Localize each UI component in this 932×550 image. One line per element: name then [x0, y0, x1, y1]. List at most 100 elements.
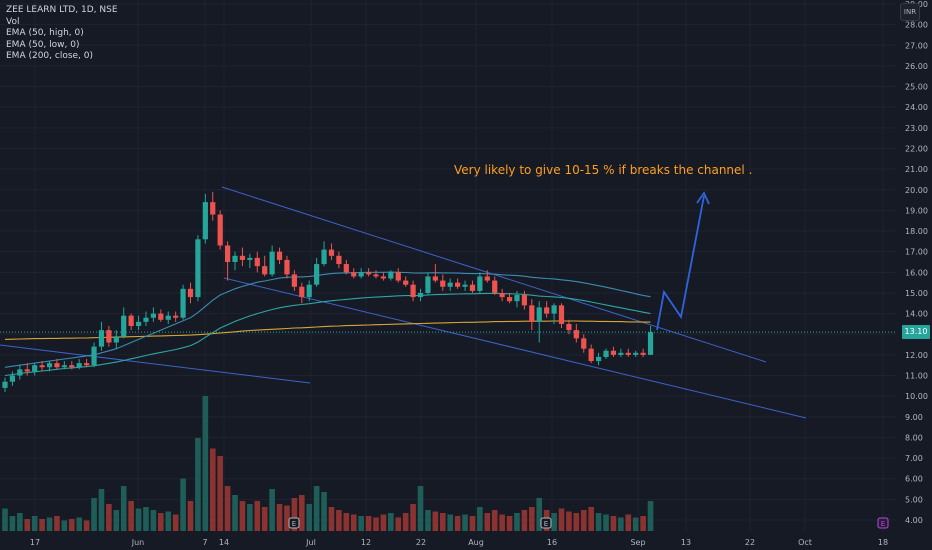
- volume-bar: [395, 517, 402, 531]
- chart-annotation-text[interactable]: Very likely to give 10-15 % if breaks th…: [454, 163, 753, 177]
- candle-body: [321, 249, 327, 265]
- arrow-head-icon: [696, 191, 710, 205]
- candle-body: [573, 330, 579, 339]
- volume-bar: [328, 507, 335, 531]
- volume-bar: [209, 448, 216, 531]
- volume-bar: [647, 501, 654, 531]
- time-axis[interactable]: 17 Jun 7 14 Jul 12 22 Aug 16 Sep 13 22 Oct 18: [30, 538, 888, 547]
- candle-body: [373, 274, 379, 277]
- volume-bar: [462, 514, 468, 531]
- price-tick-label: 21.00: [905, 165, 928, 174]
- legend-ema-high[interactable]: EMA (50, high, 0): [6, 28, 84, 38]
- ema-50-low-line: [4, 292, 651, 377]
- candle-body: [2, 381, 8, 388]
- volume-bar: [632, 517, 639, 531]
- price-tick-label: 14.00: [905, 310, 928, 319]
- legend-ema-low[interactable]: EMA (50, low, 0): [6, 39, 80, 50]
- volume-bar: [202, 396, 209, 531]
- volume-bar: [491, 510, 498, 531]
- price-axis[interactable]: 4.00 5.00 6.00 7.00 8.00 9.00 10.00 11.00 12.00 1…: [905, 0, 928, 525]
- volume-bar: [469, 516, 476, 531]
- candle-body: [358, 272, 364, 277]
- earnings-icon: E: [540, 517, 552, 529]
- candle-body: [410, 284, 416, 298]
- time-tick-label: Sep: [630, 538, 645, 547]
- candle-body: [269, 251, 275, 275]
- time-tick-label: Jun: [131, 538, 145, 547]
- candle-body: [210, 202, 216, 215]
- volume-bar: [224, 486, 231, 531]
- time-tick-label: Oct: [798, 538, 812, 547]
- volume-bar: [9, 516, 16, 531]
- volume-bar: [447, 514, 453, 531]
- volume-bar: [195, 438, 201, 531]
- volume-bar: [31, 516, 38, 531]
- volume-bar: [358, 516, 364, 531]
- price-tick-label: 15.00: [905, 289, 928, 298]
- candle-body: [529, 305, 535, 322]
- volume-bar: [91, 498, 97, 531]
- volume-bar: [150, 510, 157, 531]
- volume-bar: [640, 516, 646, 531]
- volume-bar: [536, 498, 543, 531]
- volume-bar: [321, 492, 327, 531]
- time-tick-label: 16: [547, 538, 557, 547]
- event-badge-box: [288, 517, 300, 529]
- candle-body: [128, 315, 134, 326]
- volume-bar: [217, 456, 223, 531]
- candle-body: [499, 292, 505, 298]
- volume-bar: [336, 510, 342, 531]
- ema-200-close-line: [4, 320, 651, 340]
- legend-ema-200[interactable]: EMA (200, close, 0): [6, 51, 94, 61]
- volume-bar: [343, 513, 350, 531]
- legend-volume[interactable]: Vol: [6, 16, 20, 27]
- candle-body: [492, 280, 498, 293]
- volume-bar: [506, 516, 513, 531]
- volume-bar: [2, 508, 8, 531]
- candle-body: [187, 288, 194, 298]
- volume-bar: [187, 501, 194, 531]
- volume-bar: [306, 504, 313, 531]
- volume-bar: [551, 513, 557, 531]
- currency-scale-button[interactable]: INR: [900, 3, 920, 21]
- volume-bar: [54, 516, 60, 531]
- candle-body: [291, 274, 297, 287]
- earnings-icon: E: [288, 517, 300, 529]
- price-tick-label: 18.00: [905, 227, 928, 236]
- candle-body: [262, 266, 268, 275]
- volume-bar: [514, 513, 520, 531]
- candle-body: [17, 369, 23, 376]
- volume-bar: [417, 486, 424, 531]
- volume-bar: [269, 489, 275, 531]
- volume-bar: [588, 507, 594, 531]
- price-tick-label: 23.00: [905, 124, 928, 133]
- volume-bar: [172, 514, 179, 531]
- volume-bar: [410, 504, 416, 531]
- candle-body: [521, 295, 527, 306]
- candle-body: [254, 257, 260, 267]
- event-badge-label: E: [881, 520, 885, 528]
- candle-body: [425, 276, 431, 293]
- candle-body: [239, 255, 246, 260]
- candle-body: [596, 356, 602, 362]
- candle-body: [121, 315, 127, 337]
- ema-lines: [4, 271, 651, 377]
- candle-body: [610, 350, 617, 355]
- support-line: [0, 344, 311, 384]
- candle-body: [69, 365, 75, 368]
- candle-body: [380, 276, 387, 279]
- legend-symbol-title[interactable]: ZEE LEARN LTD, 1D, NSE: [6, 5, 118, 15]
- candle-body: [506, 297, 513, 302]
- candle-body: [106, 330, 112, 343]
- time-tick-label: 14: [219, 538, 229, 547]
- candle-body: [618, 352, 624, 355]
- volume-bar: [76, 517, 82, 531]
- candle-body: [558, 305, 565, 324]
- candle-body: [9, 375, 16, 382]
- candle-body: [462, 284, 468, 287]
- candle-body: [343, 264, 349, 273]
- volume-bar: [299, 495, 305, 531]
- time-tick-label: 13: [681, 538, 691, 547]
- price-tick-label: 27.00: [905, 41, 928, 50]
